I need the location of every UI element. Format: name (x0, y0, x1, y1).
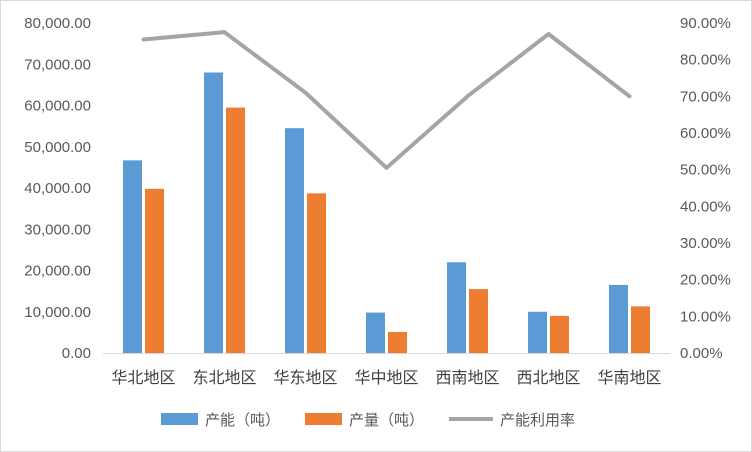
lines (141, 30, 632, 170)
x-tick-label: 华北地区 (111, 368, 175, 387)
x-tick-label: 华南地区 (597, 368, 661, 387)
bar-capacity (447, 262, 466, 353)
bar-capacity (366, 312, 385, 353)
bar-output (469, 289, 488, 353)
bar-capacity (528, 311, 547, 353)
bar-output (307, 193, 326, 353)
x-tick-label: 华中地区 (354, 368, 418, 387)
bar-output (631, 306, 650, 353)
y-left-tick-label: 60,000.00 (24, 98, 91, 115)
y-left-tick-label: 0.00 (62, 345, 91, 362)
bar-output (550, 315, 569, 353)
axes: 0.00 10,000.00 20,000.00 30,000.00 40,000.00… (24, 15, 731, 387)
y-right-tick-label: 70.00% (680, 88, 731, 105)
y-left-tick-label: 10,000.00 (24, 304, 91, 321)
bar-capacity (285, 128, 304, 353)
bar-capacity (204, 72, 223, 353)
y-right-tick-label: 0.00% (680, 345, 723, 362)
bar-capacity (123, 160, 142, 353)
y-left-tick-label: 50,000.00 (24, 139, 91, 156)
y-right-tick-label: 20.00% (680, 272, 731, 289)
x-tick-label: 西南地区 (435, 368, 499, 387)
y-left-tick-label: 30,000.00 (24, 221, 91, 238)
y-right-tick-label: 60.00% (680, 125, 731, 142)
bars (123, 72, 650, 353)
x-tick-label: 东北地区 (192, 368, 256, 387)
y-right-tick-label: 50.00% (680, 162, 731, 179)
x-tick-label: 西北地区 (516, 368, 580, 387)
y-right-tick-label: 90.00% (680, 15, 731, 32)
legend: 产能（吨） 产量（吨） 产能利用率 (161, 411, 575, 429)
legend-swatch (305, 413, 342, 425)
legend-label: 产能利用率 (500, 411, 575, 429)
y-left-tick-label: 40,000.00 (24, 180, 91, 197)
y-right-tick-label: 30.00% (680, 235, 731, 252)
legend-swatch (161, 413, 198, 425)
bar-output (145, 188, 164, 353)
y-right-tick-label: 10.00% (680, 308, 731, 325)
y-left-tick-label: 70,000.00 (24, 56, 91, 73)
bar-capacity (609, 284, 628, 353)
bar-output (226, 107, 245, 353)
y-right-tick-label: 40.00% (680, 198, 731, 215)
y-left-tick-label: 80,000.00 (24, 15, 91, 32)
x-tick-label: 华东地区 (273, 368, 337, 387)
y-right-tick-label: 80.00% (680, 52, 731, 69)
legend-label: 产量（吨） (349, 411, 424, 429)
y-left-tick-label: 20,000.00 (24, 263, 91, 280)
legend-label: 产能（吨） (205, 411, 280, 429)
bar-output (388, 331, 407, 353)
